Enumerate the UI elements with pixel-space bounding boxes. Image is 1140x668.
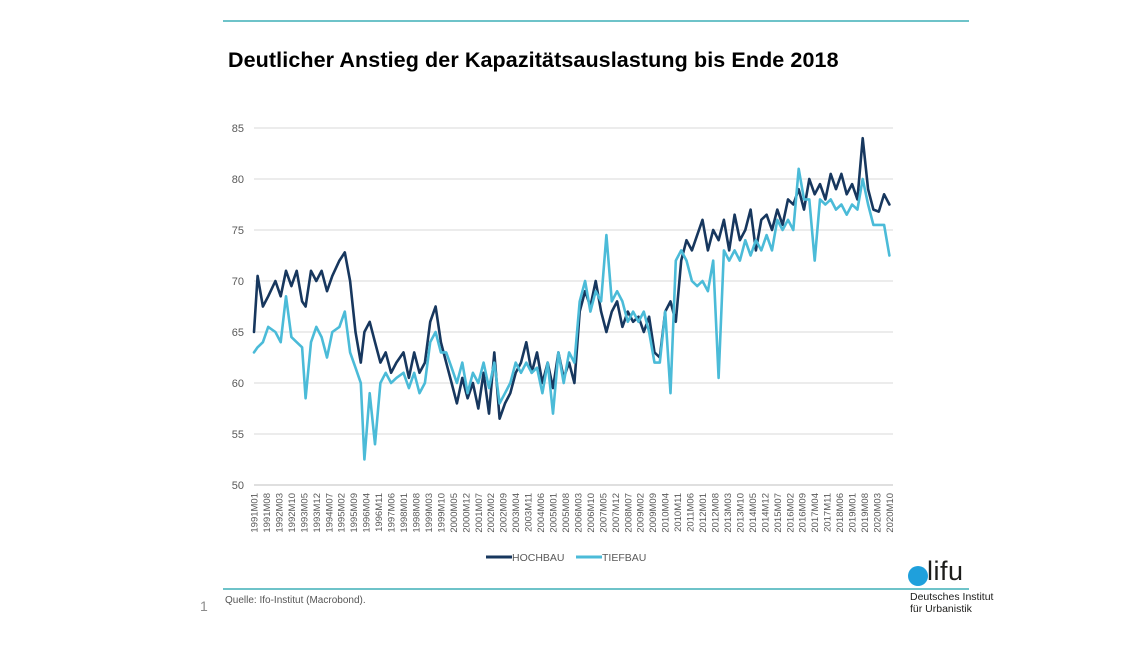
x-tick-label: 1998M01 — [399, 493, 410, 533]
x-tick-label: 1992M03 — [274, 493, 285, 533]
x-tick-label: 2003M04 — [511, 493, 522, 533]
x-tick-label: 1991M01 — [250, 493, 261, 533]
x-tick-label: 2009M09 — [648, 493, 659, 533]
source-note: Quelle: Ifo-Institut (Macrobond). — [225, 595, 366, 606]
x-tick-label: 2016M02 — [785, 493, 796, 533]
bottom-rule — [223, 588, 969, 590]
y-tick-label: 70 — [232, 276, 244, 288]
x-tick-label: 2013M03 — [723, 493, 734, 533]
x-tick-label: 1993M05 — [299, 493, 310, 533]
y-tick-label: 50 — [232, 480, 244, 492]
logo-subtitle: Deutsches Institut für Urbanistik — [910, 591, 993, 615]
chart-title: Deutlicher Anstieg der Kapazitätsauslast… — [228, 48, 839, 72]
x-tick-label: 2007M12 — [611, 493, 622, 533]
x-tick-label: 1995M02 — [337, 493, 348, 533]
top-rule — [223, 20, 969, 22]
x-tick-label: 1999M10 — [436, 493, 447, 533]
logo-line2: für Urbanistik — [910, 603, 972, 615]
x-tick-label: 2001M07 — [474, 493, 485, 533]
x-tick-label: 1996M04 — [362, 493, 373, 533]
series-line-hochbau — [252, 136, 891, 420]
legend-label: TIEFBAU — [602, 552, 646, 564]
x-tick-label: 2013M10 — [735, 493, 746, 533]
x-tick-label: 1997M06 — [387, 493, 398, 533]
x-tick-label: 2006M03 — [573, 493, 584, 533]
x-tick-label: 2014M05 — [748, 493, 759, 533]
x-tick-label: 2006M10 — [586, 493, 597, 533]
x-tick-label: 2007M05 — [598, 493, 609, 533]
y-tick-label: 75 — [232, 225, 244, 237]
x-tick-label: 2020M10 — [885, 493, 896, 533]
y-axis-labels: 50 55 60 65 70 75 80 85 — [232, 123, 244, 492]
legend-label: HOCHBAU — [512, 552, 565, 564]
y-tick-label: 60 — [232, 378, 244, 390]
x-tick-label: 2012M01 — [698, 493, 709, 533]
x-tick-label: 1995M09 — [349, 493, 360, 533]
x-tick-label: 2008M07 — [623, 493, 634, 533]
legend: HOCHBAU TIEFBAU — [486, 552, 646, 564]
x-tick-label: 1998M08 — [411, 493, 422, 533]
y-tick-label: 55 — [232, 429, 244, 441]
x-tick-label: 1992M10 — [287, 493, 298, 533]
x-tick-label: 2009M02 — [636, 493, 647, 533]
x-tick-label: 2002M02 — [486, 493, 497, 533]
x-tick-label: 2002M09 — [499, 493, 510, 533]
y-tick-label: 85 — [232, 123, 244, 135]
x-tick-label: 2019M08 — [860, 493, 871, 533]
logo-word: lifu — [927, 556, 964, 586]
x-tick-label: 2012M08 — [711, 493, 722, 533]
x-tick-label: 2018M06 — [835, 493, 846, 533]
x-axis-labels: 1991M01 1991M08 1992M03 1992M10 1993M05 1993M… — [250, 493, 896, 533]
series-lines — [252, 136, 891, 461]
x-tick-label: 2017M04 — [810, 493, 821, 533]
x-tick-label: 2019M01 — [848, 493, 859, 533]
x-tick-label: 2015M07 — [773, 493, 784, 533]
logo-dot-icon — [908, 566, 928, 586]
y-tick-label: 80 — [232, 174, 244, 186]
x-tick-label: 2010M04 — [661, 493, 672, 533]
x-tick-label: 2016M09 — [798, 493, 809, 533]
series-line-tiefbau — [252, 167, 891, 461]
logo-line1: Deutsches Institut — [910, 591, 994, 603]
x-tick-label: 1999M03 — [424, 493, 435, 533]
x-tick-label: 2010M11 — [673, 493, 684, 532]
x-tick-label: 1994M07 — [324, 493, 335, 533]
x-tick-label: 2014M12 — [760, 493, 771, 533]
x-tick-label: 2000M12 — [461, 493, 472, 533]
x-tick-label: 1996M11 — [374, 493, 385, 532]
x-tick-label: 1993M12 — [312, 493, 323, 533]
page-number: 1 — [200, 598, 208, 614]
x-tick-label: 2005M08 — [561, 493, 572, 533]
x-tick-label: 2004M06 — [536, 493, 547, 533]
x-tick-label: 2000M05 — [449, 493, 460, 533]
x-tick-label: 1991M08 — [262, 493, 273, 533]
x-tick-label: 2011M06 — [686, 493, 697, 532]
x-tick-label: 2003M11 — [524, 493, 535, 532]
x-tick-label: 2017M11 — [823, 493, 834, 532]
x-tick-label: 2005M01 — [549, 493, 560, 533]
x-tick-label: 2020M03 — [872, 493, 883, 533]
y-tick-label: 65 — [232, 327, 244, 339]
